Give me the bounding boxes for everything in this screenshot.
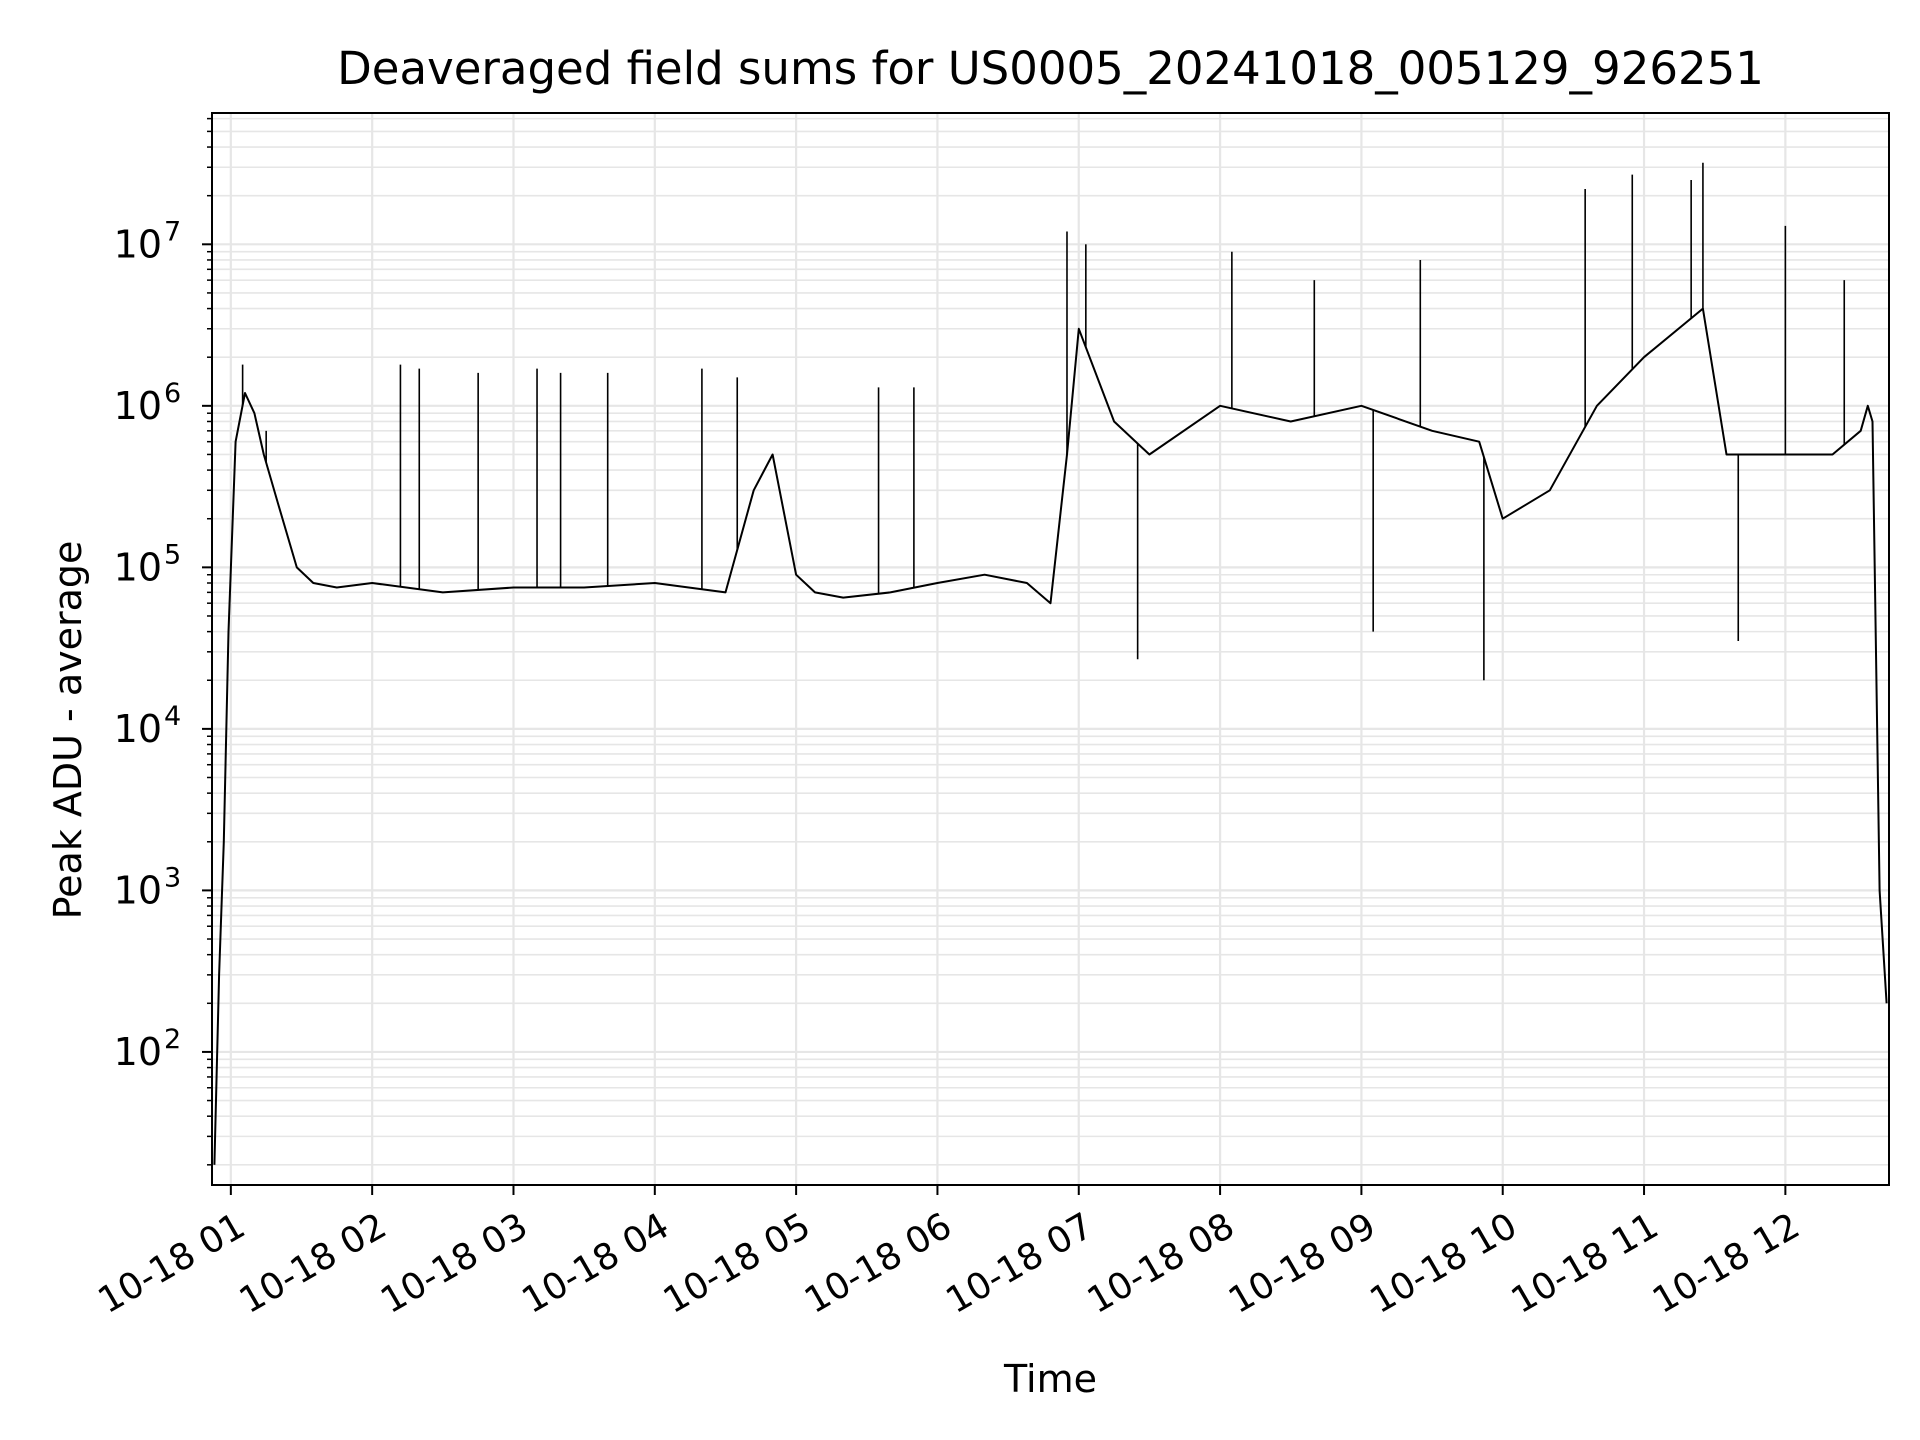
- x-tick-label: 10-18 11: [1505, 1205, 1666, 1321]
- y-tick-exponent: 2: [164, 1024, 181, 1055]
- y-tick-exponent: 4: [164, 701, 181, 732]
- y-tick-exponent: 6: [164, 378, 181, 409]
- x-tick-label: 10-18 05: [657, 1205, 818, 1321]
- x-tick-label: 10-18 06: [798, 1205, 959, 1321]
- x-tick-label: 10-18 07: [939, 1205, 1100, 1321]
- chart-title: Deaveraged field sums for US0005_2024101…: [337, 42, 1764, 95]
- x-tick-label: 10-18 03: [374, 1205, 535, 1321]
- x-tick-label: 10-18 09: [1222, 1205, 1383, 1321]
- y-tick-exponent: 5: [164, 539, 181, 570]
- x-axis-label: Time: [1004, 1357, 1097, 1401]
- axes-frame: [211, 112, 1890, 1186]
- x-tick-label: 10-18 08: [1081, 1205, 1242, 1321]
- x-tick-label: 10-18 10: [1363, 1205, 1524, 1321]
- y-tick-label: 10: [114, 545, 162, 589]
- y-axis-label: Peak ADU - average: [46, 540, 90, 920]
- x-tick-label: 10-18 12: [1646, 1205, 1807, 1321]
- y-tick-label: 10: [114, 868, 162, 912]
- y-tick-label: 10: [114, 222, 162, 266]
- x-tick-label: 10-18 04: [515, 1205, 676, 1321]
- x-tick-label: 10-18 01: [91, 1205, 252, 1321]
- y-tick-label: 10: [114, 1030, 162, 1074]
- y-tick-exponent: 7: [164, 216, 181, 247]
- y-tick-exponent: 3: [164, 862, 181, 893]
- data-line: [213, 307, 1888, 1165]
- y-tick-label: 10: [114, 384, 162, 428]
- axes: [211, 112, 1890, 1186]
- grid: [212, 113, 1889, 1185]
- x-tick-label: 10-18 02: [233, 1205, 394, 1321]
- series-layer: [213, 162, 1888, 1165]
- y-tick-label: 10: [114, 707, 162, 751]
